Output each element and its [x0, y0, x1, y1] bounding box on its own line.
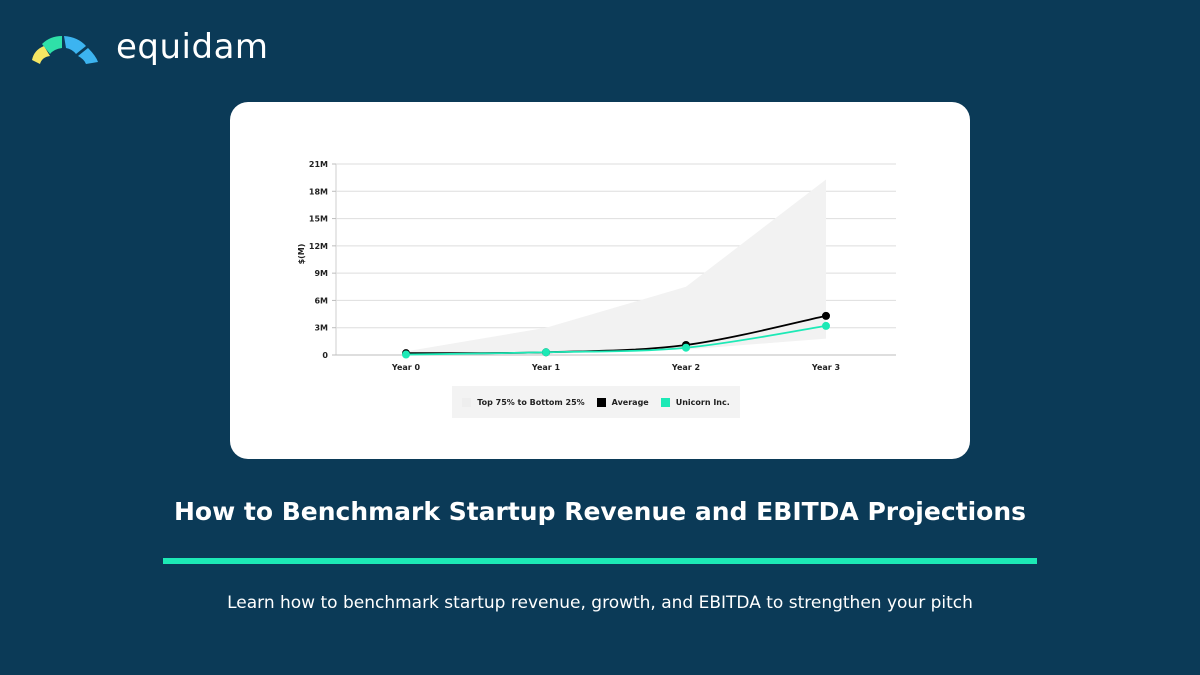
data-point-unicorn	[542, 348, 550, 357]
chart-legend: Top 75% to Bottom 25% Average Unicorn In…	[452, 386, 740, 418]
x-tick-label: Year 1	[531, 363, 561, 372]
legend-swatch-range	[462, 397, 472, 407]
title-divider	[163, 558, 1037, 564]
brand: equidam	[28, 27, 269, 70]
y-tick-label: 15M	[309, 215, 328, 224]
y-tick-label: 3M	[314, 324, 328, 333]
legend-item-average: Average	[596, 397, 649, 407]
y-tick-label: 6M	[314, 296, 328, 305]
y-tick-label: 12M	[309, 242, 328, 251]
page-title: How to Benchmark Startup Revenue and EBI…	[173, 497, 1027, 526]
legend-item-range: Top 75% to Bottom 25%	[462, 397, 585, 407]
data-point-unicorn	[402, 350, 410, 359]
legend-label-unicorn: Unicorn Inc.	[675, 397, 730, 407]
legend-swatch-average	[596, 397, 606, 407]
legend-swatch-unicorn	[660, 397, 670, 407]
y-tick-label: 18M	[309, 187, 328, 196]
page-subtitle: Learn how to benchmark startup revenue, …	[227, 593, 973, 613]
x-tick-label: Year 2	[671, 363, 700, 372]
revenue-benchmark-chart: 0 3M 6M 9M 12M 15M 18M 21M Year 0 Year 1 Year 2 Yea…	[297, 160, 896, 372]
y-tick-label: 0	[322, 351, 328, 360]
series-line-unicorn	[405, 325, 827, 356]
data-point-average	[822, 311, 830, 320]
data-point-unicorn	[682, 343, 690, 352]
legend-item-unicorn: Unicorn Inc.	[660, 397, 730, 407]
data-point-unicorn	[822, 321, 830, 330]
y-axis-title: $(M)	[297, 244, 306, 265]
equidam-logo-icon	[32, 36, 98, 64]
range-band-area	[406, 179, 826, 355]
x-tick-label: Year 3	[811, 363, 840, 372]
legend-label-average: Average	[611, 397, 649, 407]
brand-name: equidam	[116, 27, 269, 67]
legend-label-range: Top 75% to Bottom 25%	[477, 397, 585, 407]
y-tick-label: 21M	[309, 160, 328, 169]
x-tick-label: Year 0	[391, 363, 421, 372]
chart-card: 0 3M 6M 9M 12M 15M 18M 21M Year 0 Year 1 Year 2 Yea…	[230, 102, 970, 459]
y-tick-label: 9M	[314, 269, 328, 278]
